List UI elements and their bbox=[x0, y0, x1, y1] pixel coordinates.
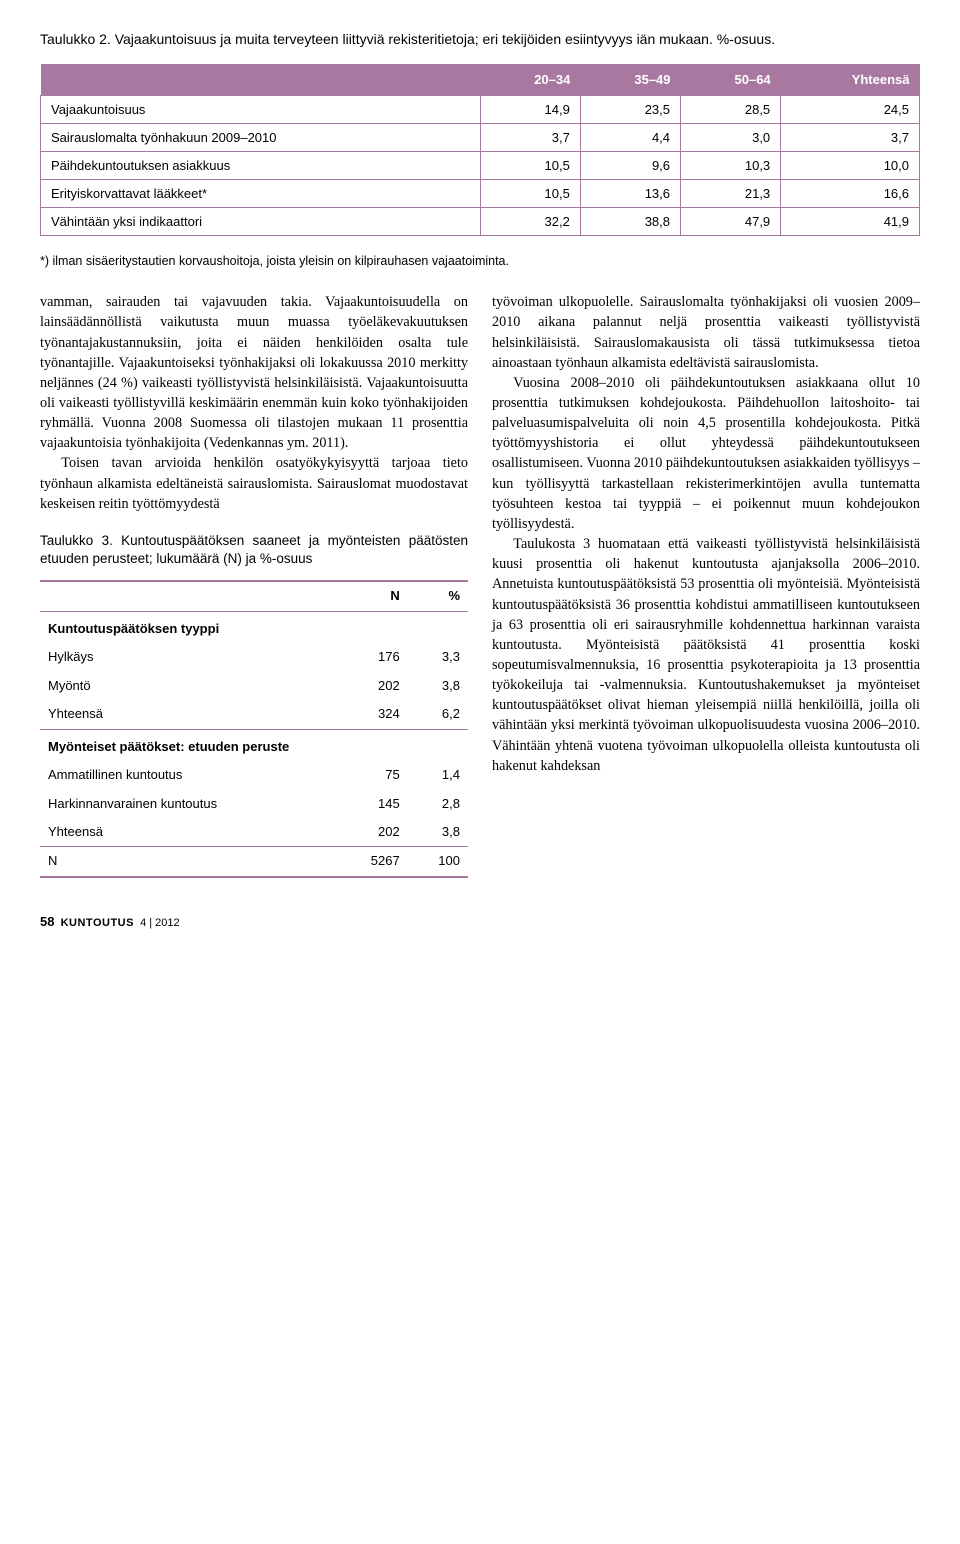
table2-cell: 23,5 bbox=[580, 96, 680, 124]
table3-header-cell bbox=[40, 581, 336, 611]
table3-cell: 145 bbox=[336, 790, 408, 818]
table3-header-cell: N bbox=[336, 581, 408, 611]
right-p1: työvoiman ulkopuolelle. Sairauslomalta t… bbox=[492, 292, 920, 373]
table2-cell: 28,5 bbox=[681, 96, 781, 124]
table2-cell: 10,3 bbox=[681, 152, 781, 180]
table3-cell: 3,8 bbox=[408, 818, 468, 847]
table3-cell: 324 bbox=[336, 700, 408, 729]
table-row: Ammatillinen kuntoutus751,4 bbox=[40, 761, 468, 789]
table2-cell: 13,6 bbox=[580, 180, 680, 208]
table3-cell: 2,8 bbox=[408, 790, 468, 818]
table2-cell: Vähintään yksi indikaattori bbox=[41, 208, 481, 236]
table3-cell: Myöntö bbox=[40, 672, 336, 700]
table-row: Vähintään yksi indikaattori32,238,847,94… bbox=[41, 208, 920, 236]
left-p2: Toisen tavan arvioida henkilön osatyökyk… bbox=[40, 453, 468, 513]
table3-cell: N bbox=[40, 847, 336, 877]
table2-header-cell: 50–64 bbox=[681, 64, 781, 96]
page-number: 58 bbox=[40, 914, 54, 929]
right-column: työvoiman ulkopuolelle. Sairauslomalta t… bbox=[492, 292, 920, 878]
table-row: Hylkäys1763,3 bbox=[40, 643, 468, 671]
table2-cell: 4,4 bbox=[580, 124, 680, 152]
right-p3: Taulukosta 3 huomataan että vaikeasti ty… bbox=[492, 534, 920, 776]
table2-header-cell: 35–49 bbox=[580, 64, 680, 96]
table2-cell: 21,3 bbox=[681, 180, 781, 208]
table2-cell: 41,9 bbox=[781, 208, 920, 236]
table2-cell: 3,0 bbox=[681, 124, 781, 152]
table2-header-cell: Yhteensä bbox=[781, 64, 920, 96]
table2: 20–3435–4950–64YhteensäVajaakuntoisuus14… bbox=[40, 64, 920, 236]
table3-cell: 202 bbox=[336, 818, 408, 847]
left-column: vamman, sairauden tai vajavuuden takia. … bbox=[40, 292, 468, 878]
table-row: Yhteensä2023,8 bbox=[40, 818, 468, 847]
body-columns: vamman, sairauden tai vajavuuden takia. … bbox=[40, 292, 920, 878]
table3-section-row: Myönteiset päätökset: etuuden peruste bbox=[40, 729, 468, 761]
table3-title: Taulukko 3. Kuntoutuspäätöksen saaneet j… bbox=[40, 532, 468, 568]
table3-cell: Harkinnanvarainen kuntoutus bbox=[40, 790, 336, 818]
magazine-name: KUNTOUTUS bbox=[61, 917, 134, 929]
issue-label: 4 | 2012 bbox=[140, 917, 180, 929]
table3-cell: 3,8 bbox=[408, 672, 468, 700]
table3-cell: Yhteensä bbox=[40, 818, 336, 847]
table2-header-cell: 20–34 bbox=[480, 64, 580, 96]
table2-cell: 3,7 bbox=[781, 124, 920, 152]
table3-cell: 3,3 bbox=[408, 643, 468, 671]
table-row: N5267100 bbox=[40, 847, 468, 877]
table3-cell: 100 bbox=[408, 847, 468, 877]
table2-footnote: *) ilman sisäeritystautien korvaushoitoj… bbox=[40, 254, 920, 268]
table2-cell: 9,6 bbox=[580, 152, 680, 180]
table2-cell: Päihdekuntoutuksen asiakkuus bbox=[41, 152, 481, 180]
table2-cell: Vajaakuntoisuus bbox=[41, 96, 481, 124]
table2-cell: 10,5 bbox=[480, 180, 580, 208]
table3-cell: 176 bbox=[336, 643, 408, 671]
table2-title: Taulukko 2. Vajaakuntoisuus ja muita ter… bbox=[40, 30, 920, 48]
table-row: Erityiskorvattavat lääkkeet*10,513,621,3… bbox=[41, 180, 920, 208]
table3-cell: Yhteensä bbox=[40, 700, 336, 729]
table3: N%Kuntoutuspäätöksen tyyppiHylkäys1763,3… bbox=[40, 580, 468, 878]
table-row: Päihdekuntoutuksen asiakkuus10,59,610,31… bbox=[41, 152, 920, 180]
table3-cell: 6,2 bbox=[408, 700, 468, 729]
table3-section-label: Kuntoutuspäätöksen tyyppi bbox=[40, 611, 468, 643]
table3-cell: 202 bbox=[336, 672, 408, 700]
table2-cell: 47,9 bbox=[681, 208, 781, 236]
table2-cell: 24,5 bbox=[781, 96, 920, 124]
table2-cell: 10,0 bbox=[781, 152, 920, 180]
table3-cell: Hylkäys bbox=[40, 643, 336, 671]
table3-cell: 75 bbox=[336, 761, 408, 789]
table2-cell: 16,6 bbox=[781, 180, 920, 208]
page-footer: 58 KUNTOUTUS 4 | 2012 bbox=[40, 914, 920, 929]
table3-section-row: Kuntoutuspäätöksen tyyppi bbox=[40, 611, 468, 643]
table2-header-cell bbox=[41, 64, 481, 96]
table2-cell: 3,7 bbox=[480, 124, 580, 152]
table-row: Yhteensä3246,2 bbox=[40, 700, 468, 729]
table2-cell: Erityiskorvattavat lääkkeet* bbox=[41, 180, 481, 208]
table3-cell: Ammatillinen kuntoutus bbox=[40, 761, 336, 789]
table-row: Vajaakuntoisuus14,923,528,524,5 bbox=[41, 96, 920, 124]
table-row: Myöntö2023,8 bbox=[40, 672, 468, 700]
table2-cell: 10,5 bbox=[480, 152, 580, 180]
table3-cell: 1,4 bbox=[408, 761, 468, 789]
table3-header-row: N% bbox=[40, 581, 468, 611]
right-p2: Vuosina 2008–2010 oli päihdekuntoutuksen… bbox=[492, 373, 920, 534]
table3-cell: 5267 bbox=[336, 847, 408, 877]
table3-section-label: Myönteiset päätökset: etuuden peruste bbox=[40, 729, 468, 761]
table2-cell: 32,2 bbox=[480, 208, 580, 236]
table2-cell: 38,8 bbox=[580, 208, 680, 236]
table-row: Sairauslomalta työnhakuun 2009–20103,74,… bbox=[41, 124, 920, 152]
table-row: Harkinnanvarainen kuntoutus1452,8 bbox=[40, 790, 468, 818]
left-p1: vamman, sairauden tai vajavuuden takia. … bbox=[40, 292, 468, 453]
table2-cell: 14,9 bbox=[480, 96, 580, 124]
table2-cell: Sairauslomalta työnhakuun 2009–2010 bbox=[41, 124, 481, 152]
table3-header-cell: % bbox=[408, 581, 468, 611]
